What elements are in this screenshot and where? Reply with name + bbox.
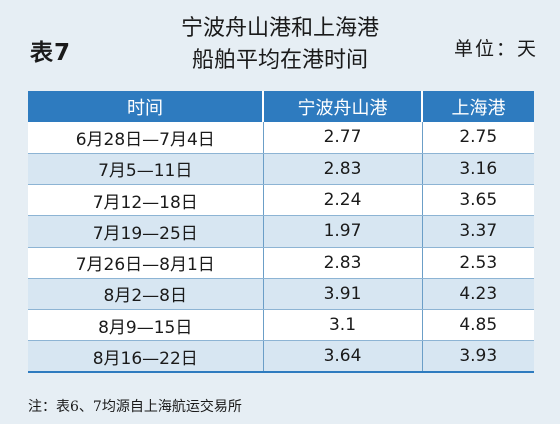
cell-period: 8月16—22日 (28, 340, 263, 374)
cell-ningbo-zhoushan: 2.77 (262, 122, 422, 154)
cell-shanghai: 2.75 (421, 122, 534, 154)
cell-ningbo-zhoushan: 2.24 (262, 184, 422, 217)
cell-period: 8月9—15日 (28, 309, 263, 342)
cell-ningbo-zhoushan: 3.1 (262, 309, 422, 342)
table-row: 6月28日—7月4日 2.77 2.75 (28, 122, 534, 154)
source-note: 注：表6、7均源自上海航运交易所 (28, 399, 242, 415)
header-time: 时间 (28, 91, 263, 122)
table-row: 7月19—25日 1.97 3.37 (28, 215, 534, 248)
header-ningbo-zhoushan: 宁波舟山港 (262, 91, 422, 122)
cell-shanghai: 4.85 (421, 309, 534, 342)
cell-ningbo-zhoushan: 1.97 (262, 215, 422, 248)
table-row: 8月2—8日 3.91 4.23 (28, 278, 534, 311)
cell-ningbo-zhoushan: 3.64 (262, 340, 422, 374)
unit-label: 单位：天 (453, 38, 538, 60)
cell-shanghai: 3.93 (421, 340, 534, 374)
header-shanghai: 上海港 (421, 91, 534, 122)
table-title-line-2: 船舶平均在港时间 (191, 48, 368, 73)
dwell-time-table: 时间 宁波舟山港 上海港 6月28日—7月4日 2.77 2.75 7月5—11… (28, 91, 534, 374)
table-row: 8月9—15日 3.1 4.85 (28, 309, 534, 342)
table-row: 7月12—18日 2.24 3.65 (28, 184, 534, 217)
cell-period: 7月26日—8月1日 (28, 247, 263, 279)
cell-shanghai: 4.23 (421, 278, 534, 311)
table-row: 7月26日—8月1日 2.83 2.53 (28, 247, 534, 279)
cell-shanghai: 3.37 (421, 215, 534, 248)
table-title-line-1: 宁波舟山港和上海港 (180, 16, 379, 41)
cell-period: 7月19—25日 (28, 215, 263, 248)
cell-ningbo-zhoushan: 3.91 (262, 278, 422, 311)
cell-ningbo-zhoushan: 2.83 (262, 247, 422, 279)
cell-period: 7月12—18日 (28, 184, 263, 217)
cell-period: 8月2—8日 (28, 278, 263, 311)
cell-period: 7月5—11日 (28, 153, 263, 186)
table-row: 7月5—11日 2.83 3.16 (28, 153, 534, 186)
cell-shanghai: 3.65 (421, 184, 534, 217)
cell-period: 6月28日—7月4日 (28, 122, 263, 154)
header-row: 时间 宁波舟山港 上海港 (28, 91, 534, 122)
table-number: 表7 (30, 40, 72, 66)
cell-shanghai: 2.53 (421, 247, 534, 279)
cell-ningbo-zhoushan: 2.83 (262, 153, 422, 186)
table-row: 8月16—22日 3.64 3.93 (28, 340, 534, 374)
cell-shanghai: 3.16 (421, 153, 534, 186)
